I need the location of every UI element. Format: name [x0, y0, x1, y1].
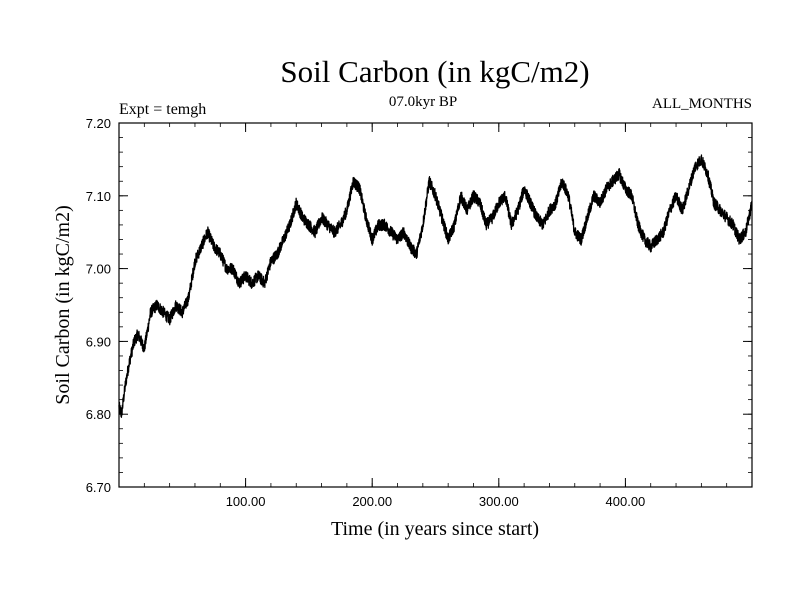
x-tick-label: 100.00: [226, 494, 266, 509]
ticks-layer: 100.00 200.00 300.00 400.00 6.70 6.80 6.90 7.00…: [86, 116, 752, 509]
y-axis-label: Soil Carbon (in kgC/m2): [52, 205, 74, 404]
series-line: [118, 154, 753, 418]
x-tick-label: 300.00: [479, 494, 519, 509]
x-tick-label: 400.00: [606, 494, 646, 509]
months-label: ALL_MONTHS: [652, 96, 752, 112]
x-axis-label: Time (in years since start): [331, 518, 539, 540]
y-tick-label: 7.20: [86, 116, 111, 131]
y-tick-label: 6.80: [86, 407, 111, 422]
y-tick-label: 6.70: [86, 480, 111, 495]
chart-subtitle: 07.0kyr BP: [389, 94, 457, 110]
x-tick-label: 200.00: [352, 494, 392, 509]
series-layer: [118, 154, 753, 418]
y-tick-label: 6.90: [86, 334, 111, 349]
experiment-label: Expt = temgh: [119, 101, 206, 118]
y-tick-label: 7.10: [86, 189, 111, 204]
plot-frame: [118, 122, 753, 488]
chart-title: Soil Carbon (in kgC/m2): [280, 54, 589, 89]
y-tick-label: 7.00: [86, 262, 111, 277]
